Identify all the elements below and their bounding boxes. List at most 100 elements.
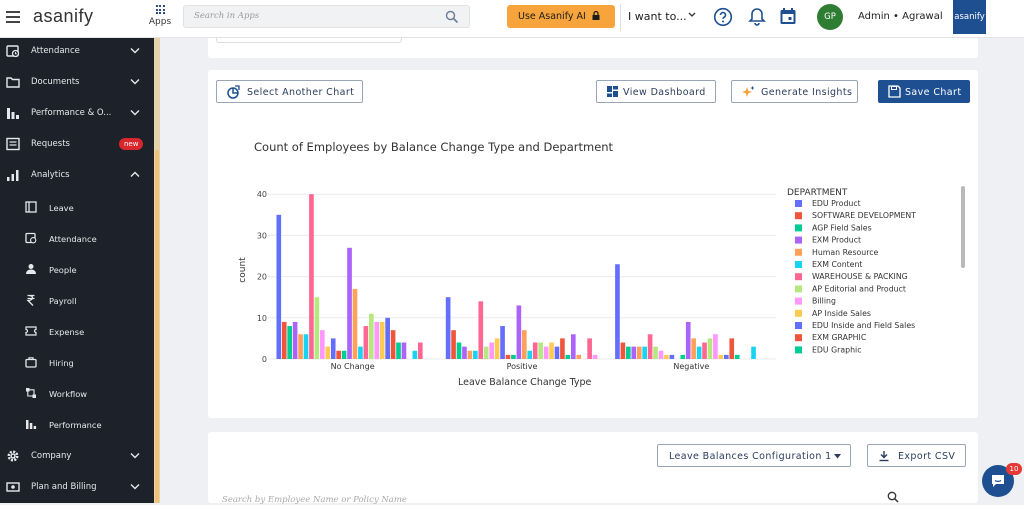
bar — [691, 338, 696, 359]
sidebar-subitem-hiring[interactable]: Hiring — [0, 347, 154, 378]
bar — [292, 321, 298, 359]
inbox-icon — [6, 137, 20, 151]
bar — [494, 338, 500, 359]
chat-icon — [992, 475, 1004, 487]
chart-bars — [276, 194, 756, 359]
chevron-down-icon[interactable] — [130, 452, 140, 459]
legend-swatch — [795, 273, 802, 281]
x-axis-label: Leave Balance Change Type — [458, 377, 592, 388]
chart-legend[interactable]: EDU Product SOFTWARE DEVELOPMENT AGP Field… — [795, 199, 916, 354]
sidebar-item-plan-and-billing[interactable]: Plan and Billing — [0, 472, 154, 503]
legend-entry: Billing — [812, 297, 836, 306]
bar — [565, 354, 571, 359]
bar — [352, 288, 358, 359]
chart-card: Select Another Chart View Dashboard Gene… — [208, 70, 978, 418]
employee-search-input[interactable]: Search by Employee Name or Policy Name — [222, 495, 407, 505]
logo[interactable]: asanify — [33, 6, 94, 26]
sidebar-subitem-label: Attendance — [49, 234, 97, 244]
sidebar-item-company[interactable]: Company — [0, 441, 154, 472]
select-another-chart-button[interactable]: Select Another Chart — [216, 80, 363, 103]
sidebar-scrollbar-thumb[interactable] — [155, 150, 159, 503]
bar — [664, 354, 669, 359]
chevron-down-icon[interactable] — [130, 78, 140, 85]
bar — [560, 338, 565, 359]
i-want-to-dropdown[interactable]: I want to... — [628, 10, 687, 23]
chevron-down-icon[interactable] — [130, 109, 140, 116]
search-icon[interactable] — [445, 10, 459, 24]
sidebar-subitem-performance[interactable]: Performance — [0, 409, 154, 440]
legend-swatch — [795, 248, 802, 256]
legend-entry: AP Inside Sales — [812, 309, 871, 318]
bell-icon[interactable] — [748, 7, 766, 27]
legend-scrollbar[interactable] — [961, 186, 965, 268]
x-tick-label: No Change — [331, 362, 375, 371]
sidebar-item-label: Analytics — [31, 170, 70, 180]
configuration-dropdown[interactable]: Leave Balances Configuration 1 — [657, 444, 851, 467]
sidebar-item-requests[interactable]: Requests new — [0, 129, 154, 160]
chevron-up-icon[interactable] — [130, 171, 140, 178]
sidebar-item-label: Documents — [31, 77, 80, 87]
folder-icon — [6, 77, 20, 88]
sidebar-item-analytics[interactable]: Analytics — [0, 160, 154, 191]
legend-swatch — [795, 261, 802, 268]
bar — [642, 346, 647, 359]
bar — [276, 214, 282, 359]
bar — [483, 346, 489, 359]
apps-button[interactable]: Apps — [146, 5, 174, 27]
help-icon[interactable] — [713, 7, 733, 27]
sidebar-item-attendance[interactable]: Attendance — [0, 36, 154, 67]
chevron-down-icon[interactable] — [130, 483, 140, 490]
bar — [723, 354, 729, 359]
bar — [626, 346, 631, 359]
bar — [511, 354, 516, 359]
sidebar-item-label: Company — [31, 451, 72, 461]
chevron-down-icon[interactable] — [688, 12, 696, 18]
search-icon[interactable] — [887, 491, 899, 503]
save-chart-button[interactable]: Save Chart — [878, 80, 970, 103]
caret-down-icon — [834, 454, 841, 459]
divider — [620, 4, 621, 31]
legend-entry: AGP Field Sales — [812, 223, 872, 232]
gear-icon — [7, 450, 19, 462]
clock-calendar-icon — [25, 232, 37, 244]
sidebar-subitem-attendance[interactable]: Attendance — [0, 223, 154, 254]
bar — [287, 326, 292, 359]
app-search-input[interactable]: Search in Apps — [183, 5, 470, 28]
hamburger-menu-icon[interactable] — [6, 11, 20, 23]
bar-chart-icon — [7, 108, 19, 119]
calendar-icon[interactable] — [779, 7, 797, 26]
generate-insights-button[interactable]: Generate Insights — [731, 80, 858, 103]
bar — [473, 350, 478, 359]
money-icon — [6, 482, 20, 492]
bar — [347, 247, 352, 359]
sidebar-subitem-people[interactable]: People — [0, 254, 154, 285]
bar — [281, 321, 287, 359]
sidebar-subitem-workflow[interactable]: Workflow — [0, 378, 154, 409]
sidebar-subitem-leave[interactable]: Leave — [0, 192, 154, 223]
bar — [707, 338, 713, 359]
sidebar-item-performance[interactable]: Performance & O... — [0, 98, 154, 129]
bar — [298, 334, 303, 359]
view-dashboard-button[interactable]: View Dashboard — [596, 80, 716, 103]
chart-y-ticks: 0 10 20 30 40 — [257, 190, 267, 364]
button-label: Select Another Chart — [247, 87, 355, 98]
export-csv-button[interactable]: Export CSV — [867, 444, 966, 467]
use-asanify-ai-button[interactable]: Use Asanify AI — [507, 5, 615, 28]
bar — [374, 321, 380, 359]
bar — [543, 346, 549, 359]
bar — [576, 354, 582, 359]
y-tick-label: 40 — [257, 190, 267, 199]
chart-title: Count of Employees by Balance Change Typ… — [254, 140, 614, 154]
clock-calendar-icon — [6, 45, 20, 58]
bar — [451, 330, 456, 359]
sidebar-subitem-payroll[interactable]: Payroll — [0, 285, 154, 316]
bar — [500, 326, 505, 359]
user-name[interactable]: Admin • Agrawal — [858, 11, 943, 22]
bar — [592, 354, 598, 359]
bar — [718, 354, 724, 359]
avatar[interactable]: GP — [817, 4, 843, 30]
sidebar-item-documents[interactable]: Documents — [0, 67, 154, 98]
legend-swatch — [795, 285, 802, 293]
chevron-down-icon[interactable] — [130, 47, 140, 54]
sidebar-subitem-expense[interactable]: Expense — [0, 316, 154, 347]
